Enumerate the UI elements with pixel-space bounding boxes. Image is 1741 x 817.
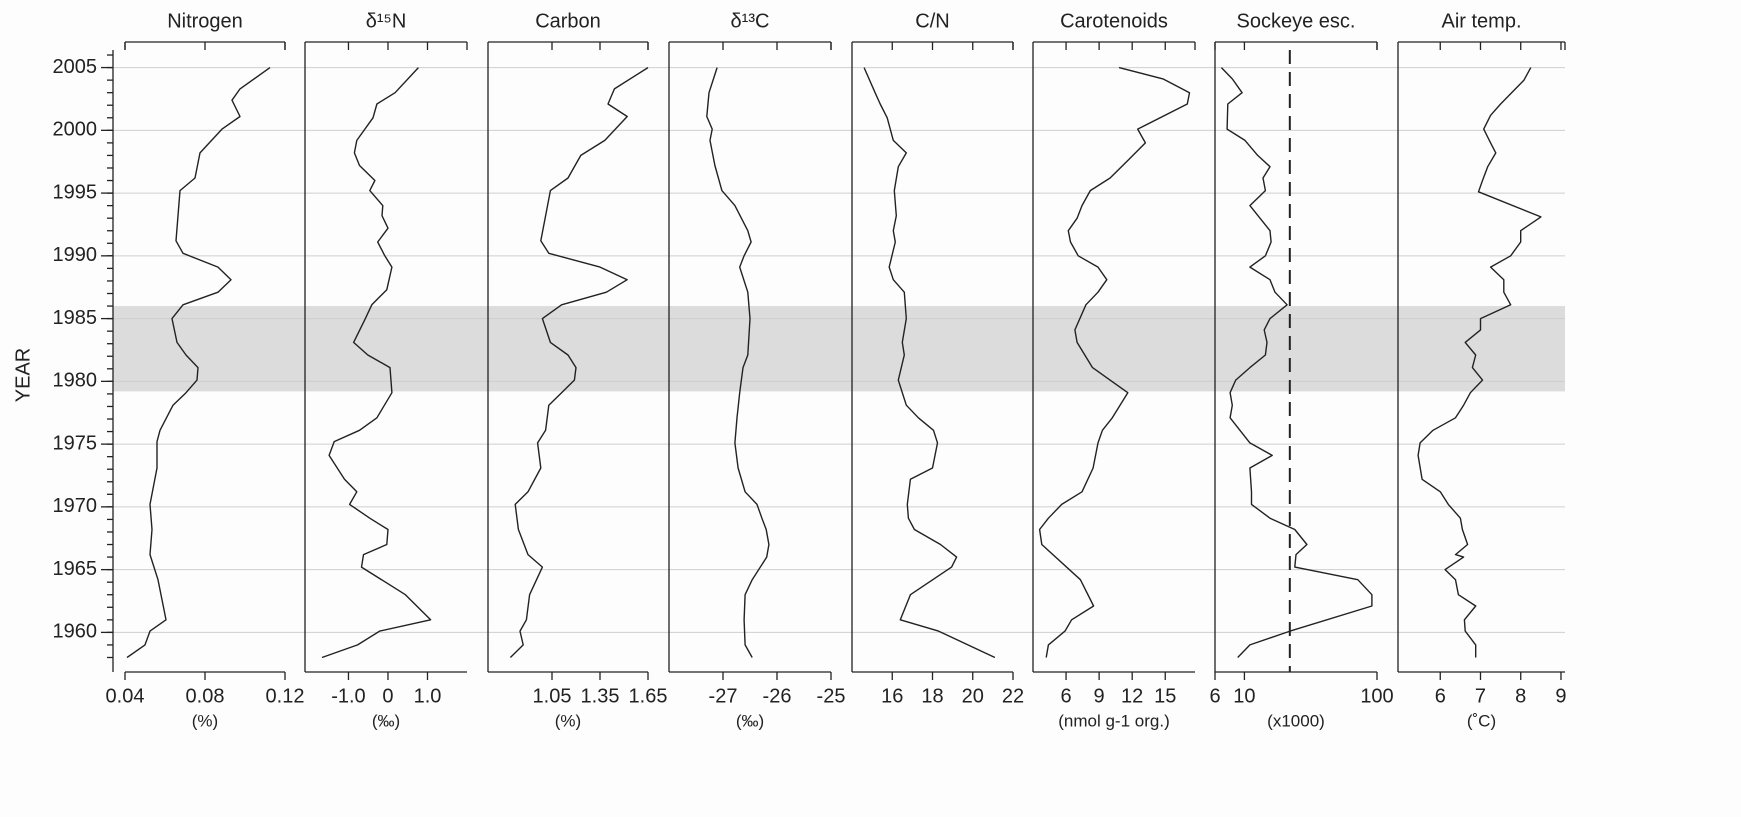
shaded-band — [113, 306, 1565, 392]
x-tick-label: 0.04 — [106, 685, 145, 707]
x-tick-label: 100 — [1360, 685, 1393, 707]
panel-title: δ¹⁵N — [366, 10, 407, 32]
y-tick-label: 1960 — [53, 621, 98, 643]
x-tick-label: 9 — [1555, 685, 1566, 707]
x-tick-label: -1.0 — [331, 685, 365, 707]
y-tick-label: 2000 — [53, 119, 98, 141]
x-axis-label: (%) — [192, 711, 218, 730]
x-tick-label: 6 — [1060, 685, 1071, 707]
x-tick-label: 1.65 — [629, 685, 668, 707]
x-axis-label: (‰) — [736, 711, 764, 730]
x-tick-label: 9 — [1094, 685, 1105, 707]
data-line — [321, 67, 432, 659]
x-tick-label: 7 — [1475, 685, 1486, 707]
x-axis-label: (%) — [555, 711, 581, 730]
x-tick-label: 1.0 — [414, 685, 442, 707]
x-tick-label: 8 — [1515, 685, 1526, 707]
panel-title: Nitrogen — [167, 10, 243, 32]
y-axis-label: YEAR — [12, 348, 34, 402]
x-tick-label: 6 — [1209, 685, 1220, 707]
y-tick-label: 1985 — [53, 307, 98, 329]
x-tick-label: 0.08 — [186, 685, 225, 707]
x-tick-label: 1.05 — [533, 685, 572, 707]
panel-title: δ¹³C — [731, 10, 770, 32]
panel-title: C/N — [915, 10, 949, 32]
x-tick-label: 20 — [962, 685, 984, 707]
x-tick-label: 0 — [382, 685, 393, 707]
x-tick-label: 18 — [921, 685, 943, 707]
panel-title: Air temp. — [1441, 10, 1521, 32]
y-tick-label: 1965 — [53, 558, 98, 580]
panel-title: Carbon — [535, 10, 601, 32]
x-tick-label: 15 — [1154, 685, 1176, 707]
x-tick-label: -26 — [763, 685, 792, 707]
data-line — [1417, 67, 1542, 658]
data-line — [863, 67, 996, 659]
y-tick-label: 1990 — [53, 244, 98, 266]
x-tick-label: 1.35 — [581, 685, 620, 707]
x-tick-label: 22 — [1002, 685, 1024, 707]
x-tick-label: -25 — [817, 685, 846, 707]
x-axis-label: (‰) — [372, 711, 400, 730]
data-line — [1038, 66, 1191, 658]
x-tick-label: -27 — [709, 685, 738, 707]
y-tick-label: 1980 — [53, 370, 98, 392]
y-tick-label: 1970 — [53, 495, 98, 517]
data-line — [1220, 67, 1373, 658]
data-line — [126, 67, 271, 659]
x-tick-label: 12 — [1121, 685, 1143, 707]
panel-title: Sockeye esc. — [1237, 10, 1356, 32]
data-line — [706, 67, 770, 658]
x-tick-label: 16 — [881, 685, 903, 707]
x-axis-label: (nmol g-1 org.) — [1058, 711, 1169, 730]
y-tick-label: 1995 — [53, 181, 98, 203]
x-tick-label: 10 — [1233, 685, 1255, 707]
x-axis-label: (x1000) — [1267, 711, 1325, 730]
x-axis-label: (˚C) — [1467, 711, 1496, 730]
x-tick-label: 0.12 — [266, 685, 305, 707]
y-tick-label: 1975 — [53, 432, 98, 454]
y-tick-label: 2005 — [53, 56, 98, 78]
x-tick-label: 6 — [1435, 685, 1446, 707]
data-line — [509, 67, 649, 658]
panel-title: Carotenoids — [1060, 10, 1168, 32]
